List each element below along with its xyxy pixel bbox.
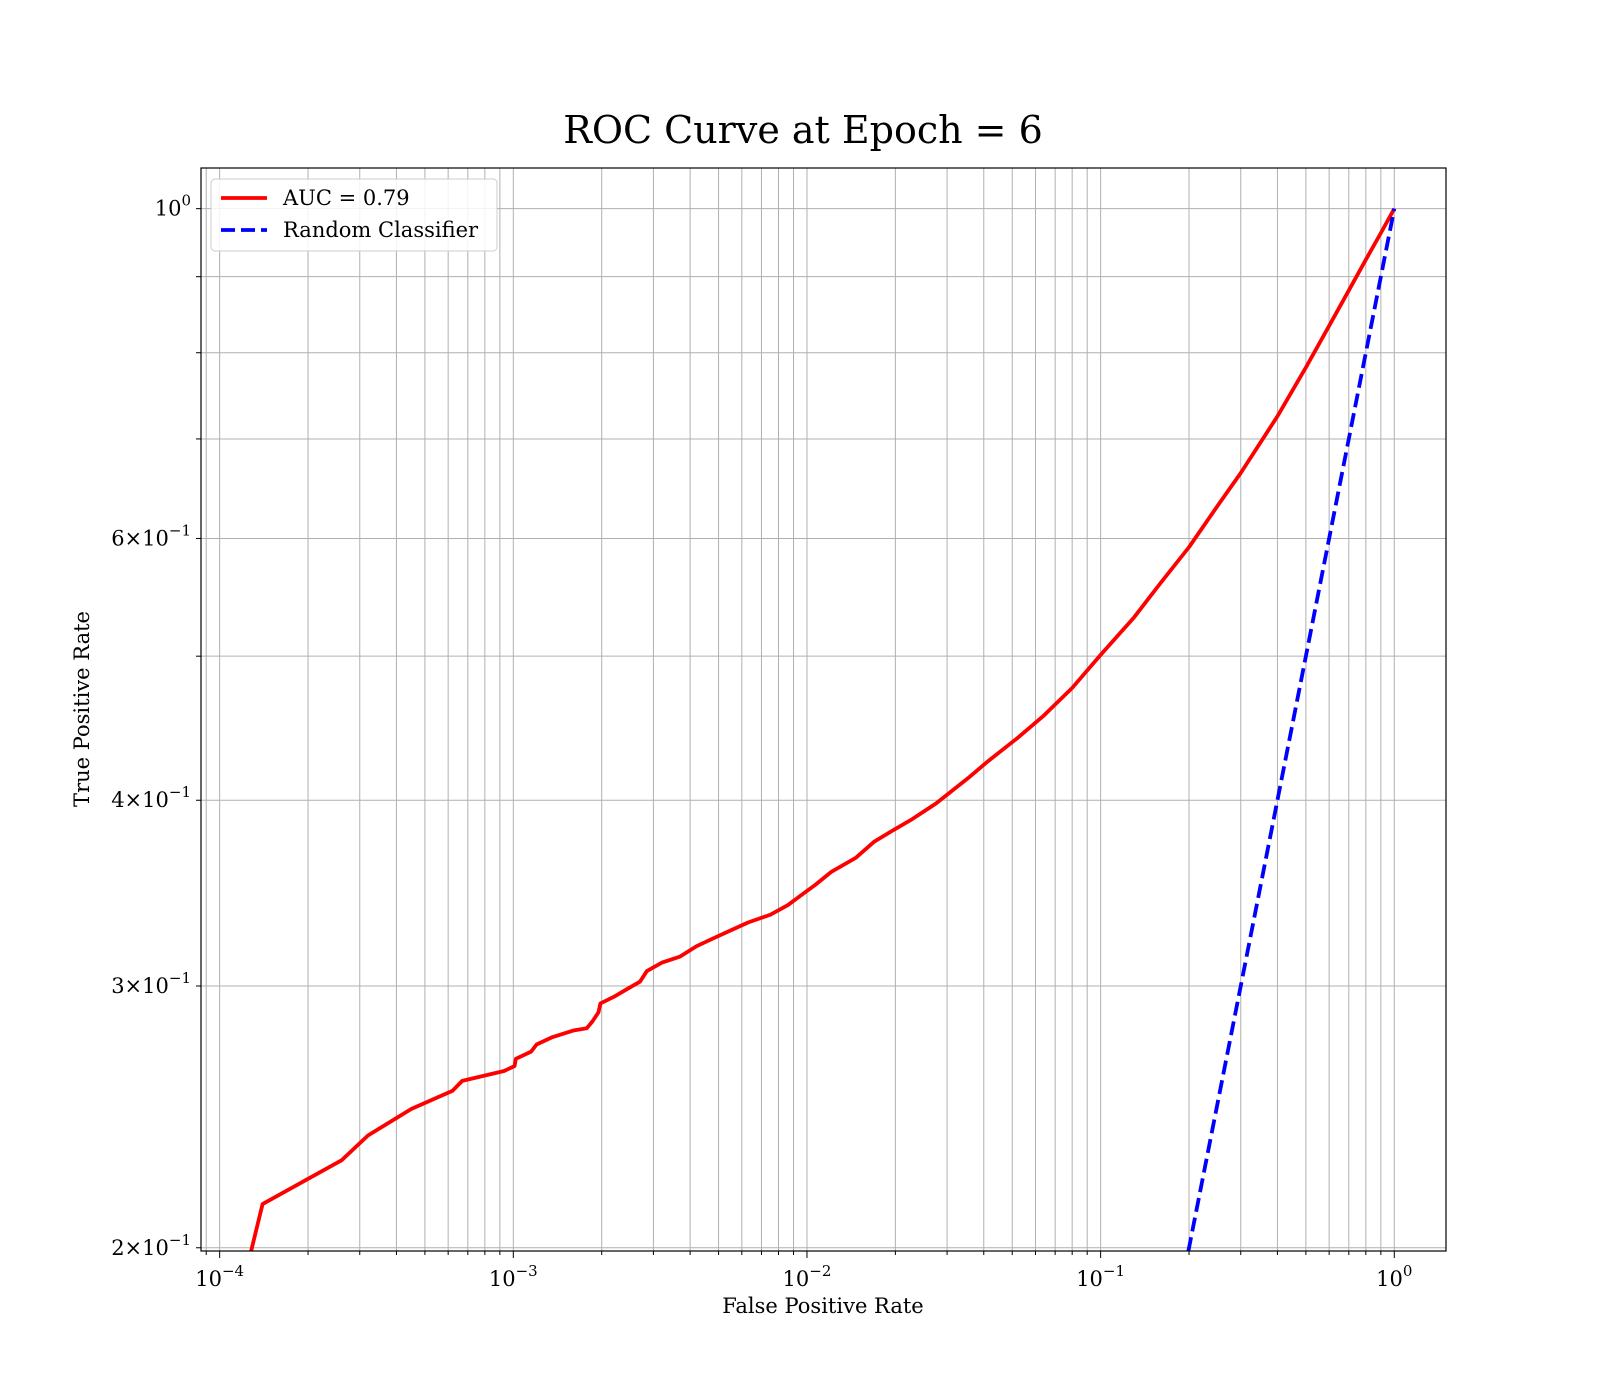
y-tick-label: 4×10−1 <box>111 783 191 812</box>
chart-title: ROC Curve at Epoch = 6 <box>563 108 1043 152</box>
plot-frame <box>200 167 1447 1252</box>
legend-box <box>210 178 498 252</box>
random-classifier-line <box>1186 208 1397 1251</box>
x-axis-label: False Positive Rate <box>722 1294 923 1318</box>
y-tick-label: 100 <box>155 192 191 221</box>
grid <box>201 168 1446 1251</box>
x-tick-label: 10−1 <box>1076 1262 1125 1291</box>
y-axis-label: True Positive Rate <box>70 611 94 807</box>
axis-ticks: 10−4 10−3 10−2 10−1 100 2×10−1 3×10−1 4×10−1 6×1… <box>111 192 1412 1291</box>
legend-label: Random Classifier <box>283 218 479 242</box>
x-tick-label: 10−2 <box>783 1262 832 1291</box>
y-tick-label: 2×10−1 <box>111 1231 191 1260</box>
y-tick-label: 6×10−1 <box>111 521 191 550</box>
roc-curve-line <box>249 207 1396 1251</box>
plot-series <box>249 207 1397 1251</box>
legend-label: AUC = 0.79 <box>282 186 410 210</box>
legend: AUC = 0.79 Random Classifier <box>210 178 498 252</box>
y-tick-label: 3×10−1 <box>111 969 191 998</box>
x-tick-label: 100 <box>1376 1262 1412 1291</box>
x-tick-label: 10−4 <box>195 1262 244 1291</box>
x-tick-label: 10−3 <box>489 1262 538 1291</box>
